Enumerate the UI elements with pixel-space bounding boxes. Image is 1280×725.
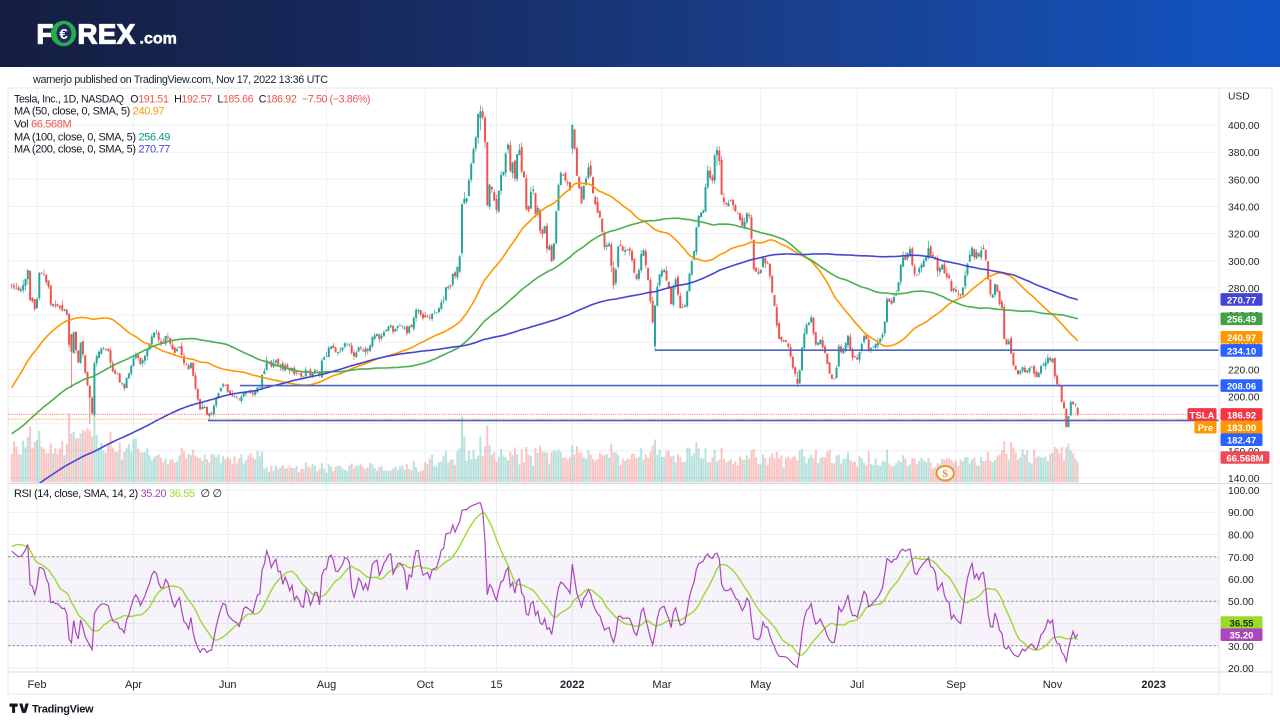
svg-text:Mar: Mar <box>652 679 671 691</box>
svg-text:36.55: 36.55 <box>1229 618 1254 629</box>
svg-text:€: € <box>59 26 68 43</box>
svg-text:MA (50, close, 0, SMA, 5) 240.: MA (50, close, 0, SMA, 5) 240.97 <box>14 105 164 117</box>
svg-text:60.00: 60.00 <box>1228 575 1254 586</box>
svg-text:2022: 2022 <box>560 679 584 691</box>
svg-text:30.00: 30.00 <box>1228 642 1254 653</box>
svg-text:70.00: 70.00 <box>1228 553 1254 564</box>
svg-text:234.10: 234.10 <box>1227 346 1256 357</box>
svg-text:RSI (14, close, SMA, 14, 2) 35: RSI (14, close, SMA, 14, 2) 35.20 36.55 … <box>14 488 222 500</box>
svg-text:Oct: Oct <box>417 679 434 691</box>
svg-text:TradingView: TradingView <box>32 704 94 716</box>
svg-text:Pre: Pre <box>1198 423 1213 434</box>
svg-text:240.97: 240.97 <box>1227 333 1256 344</box>
svg-text:50.00: 50.00 <box>1228 597 1254 608</box>
svg-text:MA (200, close, 0, SMA, 5) 270: MA (200, close, 0, SMA, 5) 270.77 <box>14 144 170 156</box>
svg-text:warnerjo published on TradingV: warnerjo published on TradingView.com, N… <box>32 74 328 86</box>
svg-text:360.00: 360.00 <box>1228 175 1260 186</box>
svg-text:256.49: 256.49 <box>1227 315 1256 326</box>
svg-text:183.00: 183.00 <box>1227 423 1256 434</box>
svg-text:200.00: 200.00 <box>1228 393 1260 404</box>
svg-text:220.00: 220.00 <box>1228 365 1260 376</box>
svg-text:USD: USD <box>1228 92 1250 103</box>
svg-text:REX: REX <box>78 19 136 50</box>
svg-text:TSLA: TSLA <box>1189 410 1214 421</box>
svg-text:140.00: 140.00 <box>1228 474 1260 485</box>
svg-text:186.92: 186.92 <box>1227 410 1256 421</box>
svg-text:Aug: Aug <box>317 679 337 691</box>
svg-text:300.00: 300.00 <box>1228 257 1260 268</box>
svg-text:May: May <box>750 679 771 691</box>
svg-text:100.00: 100.00 <box>1228 486 1260 497</box>
svg-text:.com: .com <box>140 31 177 48</box>
svg-text:400.00: 400.00 <box>1228 121 1260 132</box>
svg-text:66.568M: 66.568M <box>1226 453 1263 464</box>
svg-text:182.47: 182.47 <box>1227 436 1256 447</box>
svg-text:F: F <box>37 19 54 50</box>
svg-text:Jul: Jul <box>850 679 864 691</box>
svg-text:S: S <box>942 469 948 480</box>
svg-text:240.00: 240.00 <box>1228 338 1260 349</box>
svg-text:Vol 66.568M: Vol 66.568M <box>14 118 71 130</box>
svg-text:340.00: 340.00 <box>1228 203 1260 214</box>
svg-text:35.20: 35.20 <box>1229 631 1253 642</box>
svg-text:Jun: Jun <box>219 679 237 691</box>
svg-text:80.00: 80.00 <box>1228 531 1254 542</box>
svg-text:2023: 2023 <box>1141 679 1165 691</box>
svg-text:Nov: Nov <box>1043 679 1063 691</box>
svg-text:Sep: Sep <box>946 679 966 691</box>
svg-text:320.00: 320.00 <box>1228 230 1260 241</box>
svg-text:MA (100, close, 0, SMA, 5) 256: MA (100, close, 0, SMA, 5) 256.49 <box>14 131 170 143</box>
svg-text:270.77: 270.77 <box>1227 295 1256 306</box>
svg-text:Feb: Feb <box>28 679 47 691</box>
svg-text:15: 15 <box>490 679 502 691</box>
svg-text:380.00: 380.00 <box>1228 148 1260 159</box>
svg-text:208.06: 208.06 <box>1227 382 1256 393</box>
svg-text:90.00: 90.00 <box>1228 508 1254 519</box>
svg-text:Tesla, Inc., 1D, NASDAQ O191.5: Tesla, Inc., 1D, NASDAQ O191.51 H192.57 … <box>14 93 370 105</box>
svg-text:280.00: 280.00 <box>1228 284 1260 295</box>
svg-text:Apr: Apr <box>125 679 142 691</box>
svg-text:20.00: 20.00 <box>1228 664 1254 675</box>
